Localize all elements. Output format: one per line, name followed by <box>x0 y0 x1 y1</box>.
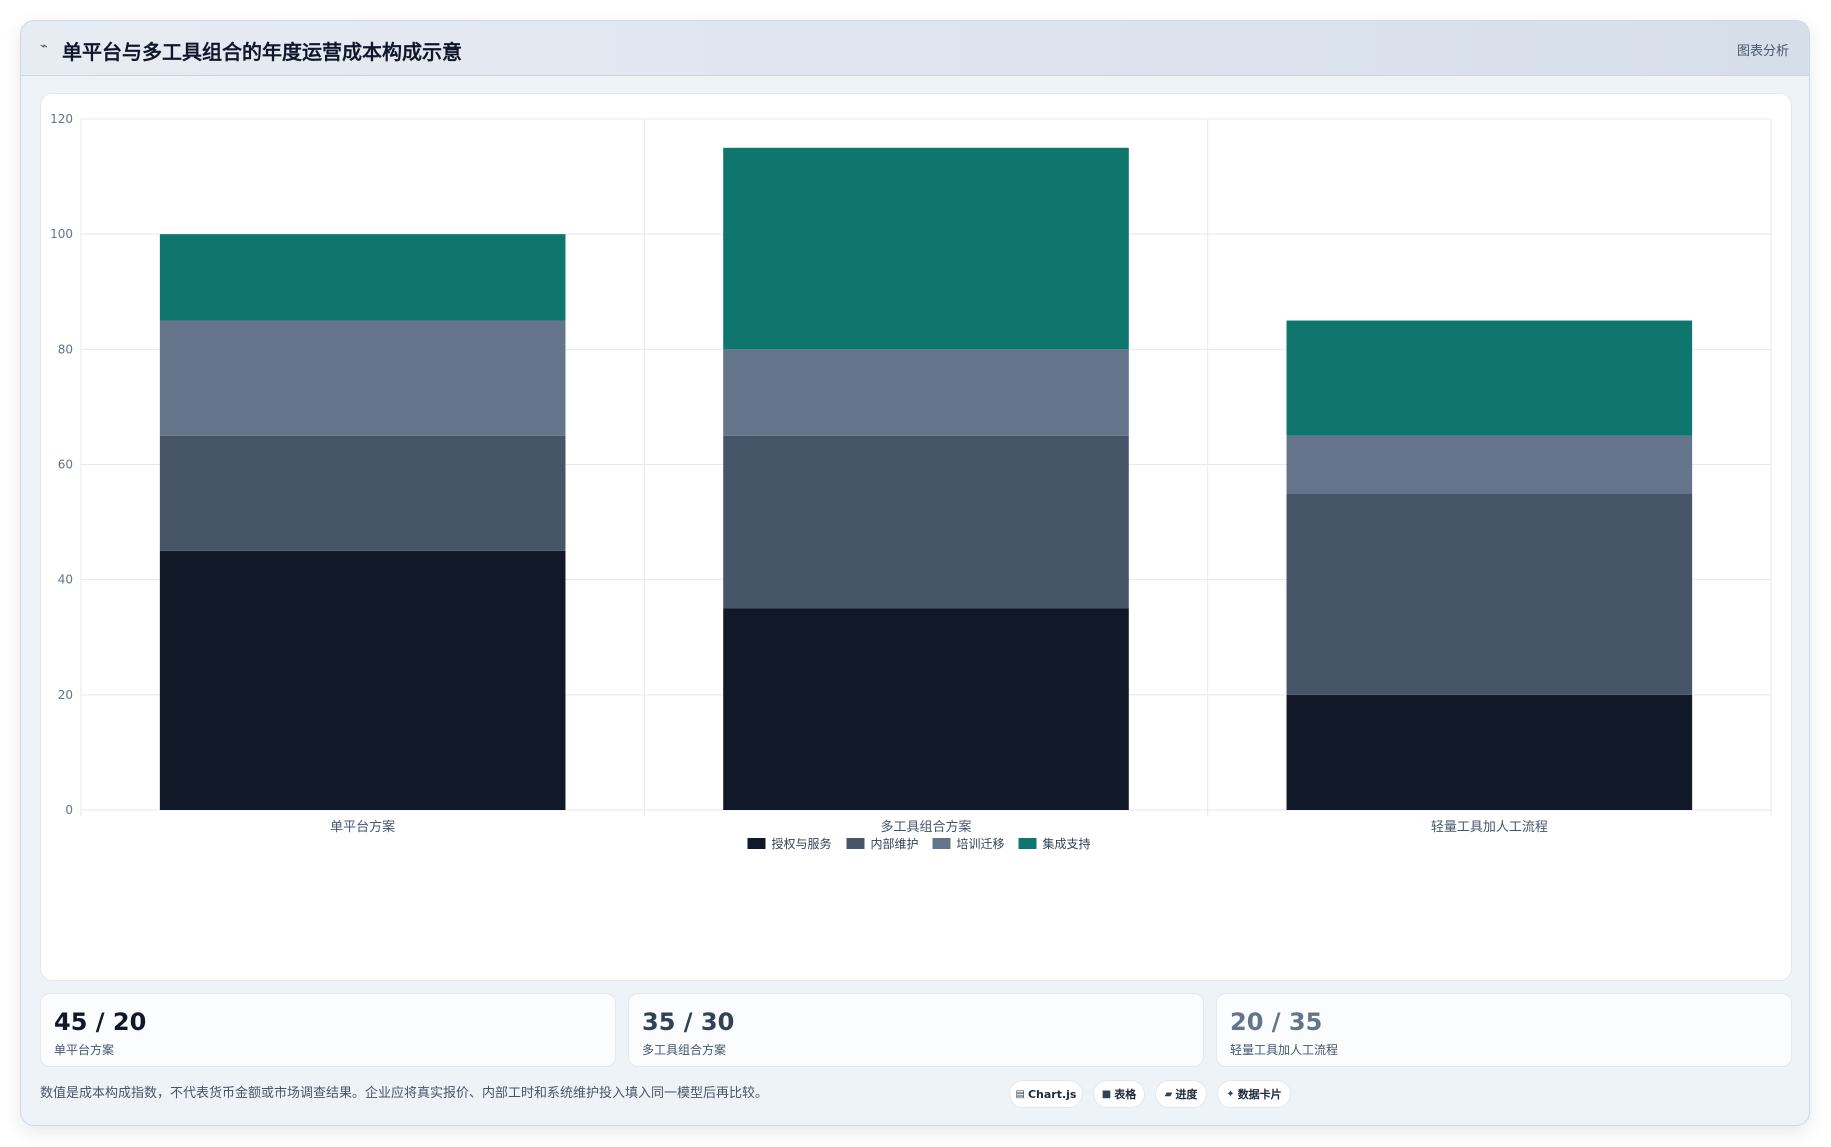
legend-label: 授权与服务 <box>772 836 832 851</box>
card-label: 轻量工具加人工流程 <box>1230 1043 1339 1057</box>
x-tick-label: 轻量工具加人工流程 <box>1431 820 1548 835</box>
chart-panel: 0 20 40 60 80 100 120 单平台方案 多工具组合方案 轻量工具加人工流程授权与服… <box>40 93 1792 981</box>
legend-swatch <box>846 838 865 849</box>
card-label: 单平台方案 <box>54 1043 115 1057</box>
bar-segment <box>1286 493 1693 695</box>
x-tick-label: 多工具组合方案 <box>880 819 971 835</box>
chip-progress[interactable]: ▰ 进度 <box>1155 1080 1207 1108</box>
y-tick-label: 0 <box>65 803 73 817</box>
chip-data-cards[interactable]: ✦ 数据卡片 <box>1217 1080 1291 1108</box>
legend-label: 集成支持 <box>1043 836 1091 851</box>
bar-segment <box>159 435 566 551</box>
card-value: 20 / 35 <box>1230 1008 1323 1036</box>
legend-swatch <box>1018 838 1037 849</box>
footer-note: 数值是成本构成指数，不代表货币金额或市场调查结果。企业应将真实报价、内部工时和系… <box>40 1086 769 1101</box>
bar-segment <box>1286 320 1693 436</box>
chip-label: 进度 <box>1175 1088 1198 1101</box>
legend-swatch <box>932 838 951 849</box>
summary-card-single-platform: 45 / 20 单平台方案 <box>40 993 616 1067</box>
x-tick-label: 单平台方案 <box>330 819 395 835</box>
legend-swatch <box>747 838 766 849</box>
chart-line-icon: ⌁ <box>40 39 48 54</box>
chip-label: 数据卡片 <box>1237 1088 1282 1101</box>
header: ⌁ 单平台与多工具组合的年度运营成本构成示意 图表分析 <box>21 21 1809 76</box>
card-label: 多工具组合方案 <box>642 1043 727 1057</box>
page-title: 单平台与多工具组合的年度运营成本构成示意 <box>62 40 462 64</box>
bar-segment <box>159 550 566 810</box>
progress-icon: ▰ <box>1164 1088 1173 1100</box>
y-tick-label: 120 <box>50 112 73 126</box>
chip-table[interactable]: ■ 表格 <box>1093 1080 1145 1108</box>
legend-label: 内部维护 <box>871 836 919 851</box>
bar-segment <box>159 320 566 436</box>
sparkle-icon: ✦ <box>1226 1088 1235 1100</box>
bar-segment <box>723 349 1129 436</box>
chip-label: Chart.js <box>1027 1087 1077 1101</box>
card-value: 35 / 30 <box>642 1008 735 1036</box>
bar-segment <box>159 234 566 321</box>
y-tick-label: 40 <box>58 573 73 587</box>
y-tick-label: 20 <box>58 688 73 702</box>
legend-label: 培训迁移 <box>957 836 1005 851</box>
summary-card-light-tool: 20 / 35 轻量工具加人工流程 <box>1216 993 1792 1067</box>
chart-analysis-button[interactable]: 图表分析 <box>1736 44 1789 59</box>
card-value: 45 / 20 <box>54 1008 147 1036</box>
chip-label: 表格 <box>1114 1088 1137 1101</box>
app-window: ⌁ 单平台与多工具组合的年度运营成本构成示意 图表分析 0 20 40 60 80 100… <box>20 20 1810 1126</box>
chip-chartjs[interactable]: ▤ Chart.js <box>1009 1080 1083 1108</box>
bar-segment <box>1286 694 1693 810</box>
summary-card-multi-tool: 35 / 30 多工具组合方案 <box>628 993 1204 1067</box>
y-tick-label: 100 <box>50 227 73 241</box>
bar-segment <box>723 435 1129 609</box>
y-tick-label: 60 <box>58 458 73 472</box>
bar-segment <box>723 147 1129 350</box>
stacked-bar-chart: 0 20 40 60 80 100 120 单平台方案 多工具组合方案 轻量工具加人工流程授权与服… <box>50 112 1772 851</box>
bar-segment <box>1286 435 1693 494</box>
bar-segment <box>723 608 1129 810</box>
y-tick-label: 80 <box>58 342 73 356</box>
summary-cards: 45 / 20 单平台方案 35 / 30 多工具组合方案 20 / 35 轻量… <box>40 993 1792 1067</box>
grid-icon: ■ <box>1101 1088 1112 1100</box>
table-icon: ▤ <box>1015 1088 1025 1100</box>
